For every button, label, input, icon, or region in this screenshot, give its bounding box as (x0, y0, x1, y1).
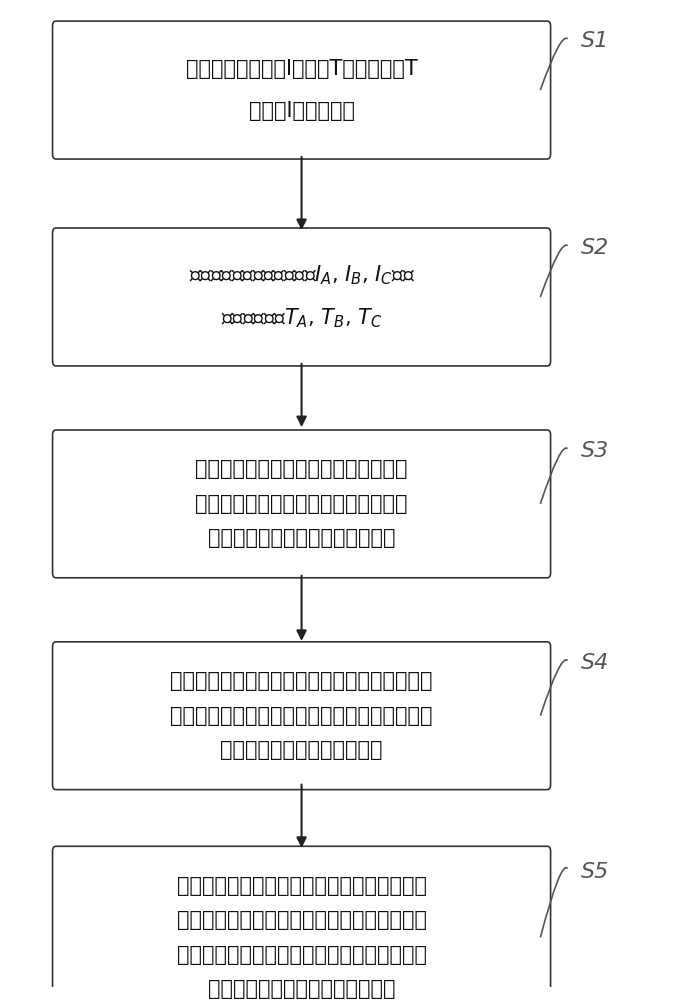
Text: S5: S5 (582, 862, 610, 882)
Text: 并根据判断结果发出对应等级的告警信号，采: 并根据判断结果发出对应等级的告警信号，采 (177, 945, 427, 965)
Text: 不平衡度确定开关负载情况和电缆健康情况，: 不平衡度确定开关负载情况和电缆健康情况， (177, 910, 427, 930)
Text: S1: S1 (582, 31, 610, 51)
Text: 相线表皮温度$T_A$, $T_B$, $T_C$: 相线表皮温度$T_A$, $T_B$, $T_C$ (221, 307, 382, 330)
FancyBboxPatch shape (53, 846, 551, 1000)
Text: S3: S3 (582, 441, 610, 461)
FancyBboxPatch shape (53, 642, 551, 790)
Text: 主传感器根据计算出的低压出线负载率、三相: 主传感器根据计算出的低压出线负载率、三相 (177, 876, 427, 896)
Text: 通过三相传感器计算测量获得的电流与: 通过三相传感器计算测量获得的电流与 (195, 459, 408, 479)
FancyBboxPatch shape (53, 21, 551, 159)
FancyBboxPatch shape (53, 228, 551, 366)
Text: 压出线负载率、三相不平衡度: 压出线负载率、三相不平衡度 (221, 740, 383, 760)
Text: 温度测量値是否符合以上模型，根据判: 温度测量値是否符合以上模型，根据判 (195, 494, 408, 514)
Text: 通过大量测量电流I和温度T，获取温度T: 通过大量测量电流I和温度T，获取温度T (186, 59, 417, 79)
Text: 断结果判断电缆是否出于健康状态: 断结果判断电缆是否出于健康状态 (208, 528, 395, 548)
Text: 状态等数据传送到主传感器，由主传感器计算低: 状态等数据传送到主传感器，由主传感器计算低 (171, 706, 433, 726)
Text: 利用各传感器测量三相电流$I_A$, $I_B$, $I_C$及三: 利用各传感器测量三相电流$I_A$, $I_B$, $I_C$及三 (188, 264, 414, 287)
Text: 用无线方式通过集中器发送至网关: 用无线方式通过集中器发送至网关 (208, 979, 395, 999)
Text: 和电流I的关系模型: 和电流I的关系模型 (249, 101, 355, 121)
FancyBboxPatch shape (53, 430, 551, 578)
Text: S4: S4 (582, 653, 610, 673)
Text: S2: S2 (582, 238, 610, 258)
Text: 子传感器通过无线模块将电流、温度、电缆健康: 子传感器通过无线模块将电流、温度、电缆健康 (171, 671, 433, 691)
